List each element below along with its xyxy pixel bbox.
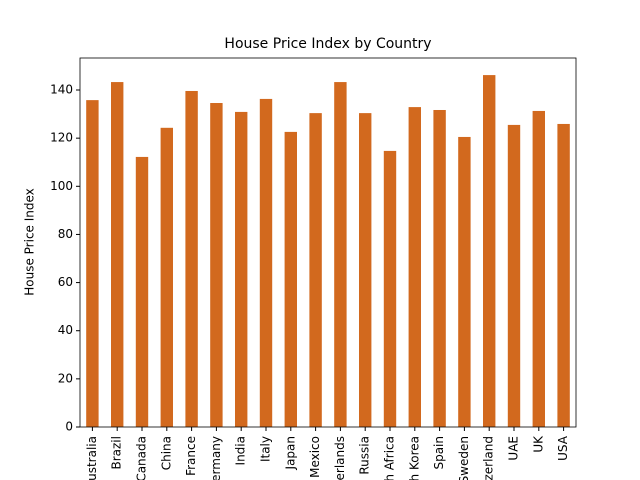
x-tick-label: France — [184, 436, 198, 476]
bar — [383, 150, 397, 428]
bar — [86, 100, 99, 427]
plot-frame — [79, 57, 577, 428]
y-tick-label: 20 — [58, 371, 73, 385]
x-tick-label: Mexico — [308, 436, 322, 478]
bar — [557, 123, 570, 427]
y-tick-label: 0 — [65, 420, 73, 434]
x-tick-label: Italy — [259, 436, 273, 462]
bar — [259, 98, 273, 427]
x-tick-label: USA — [556, 435, 570, 461]
y-tick-label: 40 — [58, 323, 73, 337]
bar — [507, 124, 521, 428]
bar — [458, 136, 471, 427]
x-tick-label: Switzerland — [482, 436, 496, 480]
x-tick-label: Sweden — [457, 436, 471, 480]
y-axis-label: House Price Index — [23, 188, 37, 296]
x-tick-label: Japan — [283, 436, 297, 470]
bar — [359, 113, 372, 427]
bar — [135, 156, 149, 427]
bar — [284, 131, 297, 427]
x-tick-label: Canada — [135, 436, 149, 480]
y-tick-label: 60 — [58, 275, 73, 289]
x-tick-label: India — [234, 436, 248, 465]
bar — [532, 110, 545, 427]
x-tick-label: Brazil — [110, 436, 124, 470]
x-tick-label: Netherlands — [333, 436, 347, 480]
x-tick-label: UAE — [507, 436, 521, 461]
x-tick-label: Russia — [358, 436, 372, 475]
y-tick-label: 140 — [50, 83, 73, 97]
x-tick-label: South Korea — [407, 436, 421, 480]
bar — [185, 90, 198, 428]
x-tick-label: UK — [531, 435, 545, 453]
bar — [433, 109, 446, 427]
chart-title: House Price Index by Country — [224, 36, 431, 52]
x-tick-label: Germany — [209, 436, 223, 480]
x-tick-label: China — [159, 436, 173, 470]
bar — [210, 103, 223, 427]
bar — [235, 111, 248, 427]
bar — [111, 82, 124, 428]
bar — [160, 127, 173, 427]
bar — [408, 107, 421, 427]
y-tick-label: 100 — [50, 179, 73, 193]
x-tick-label: Australia — [85, 436, 99, 480]
bar — [334, 82, 347, 428]
x-tick-label: South Africa — [383, 436, 397, 480]
x-tick-label: Spain — [432, 436, 446, 470]
bar — [483, 75, 496, 427]
y-tick-label: 120 — [50, 131, 73, 145]
bar — [309, 113, 322, 427]
y-tick-label: 80 — [58, 227, 73, 241]
